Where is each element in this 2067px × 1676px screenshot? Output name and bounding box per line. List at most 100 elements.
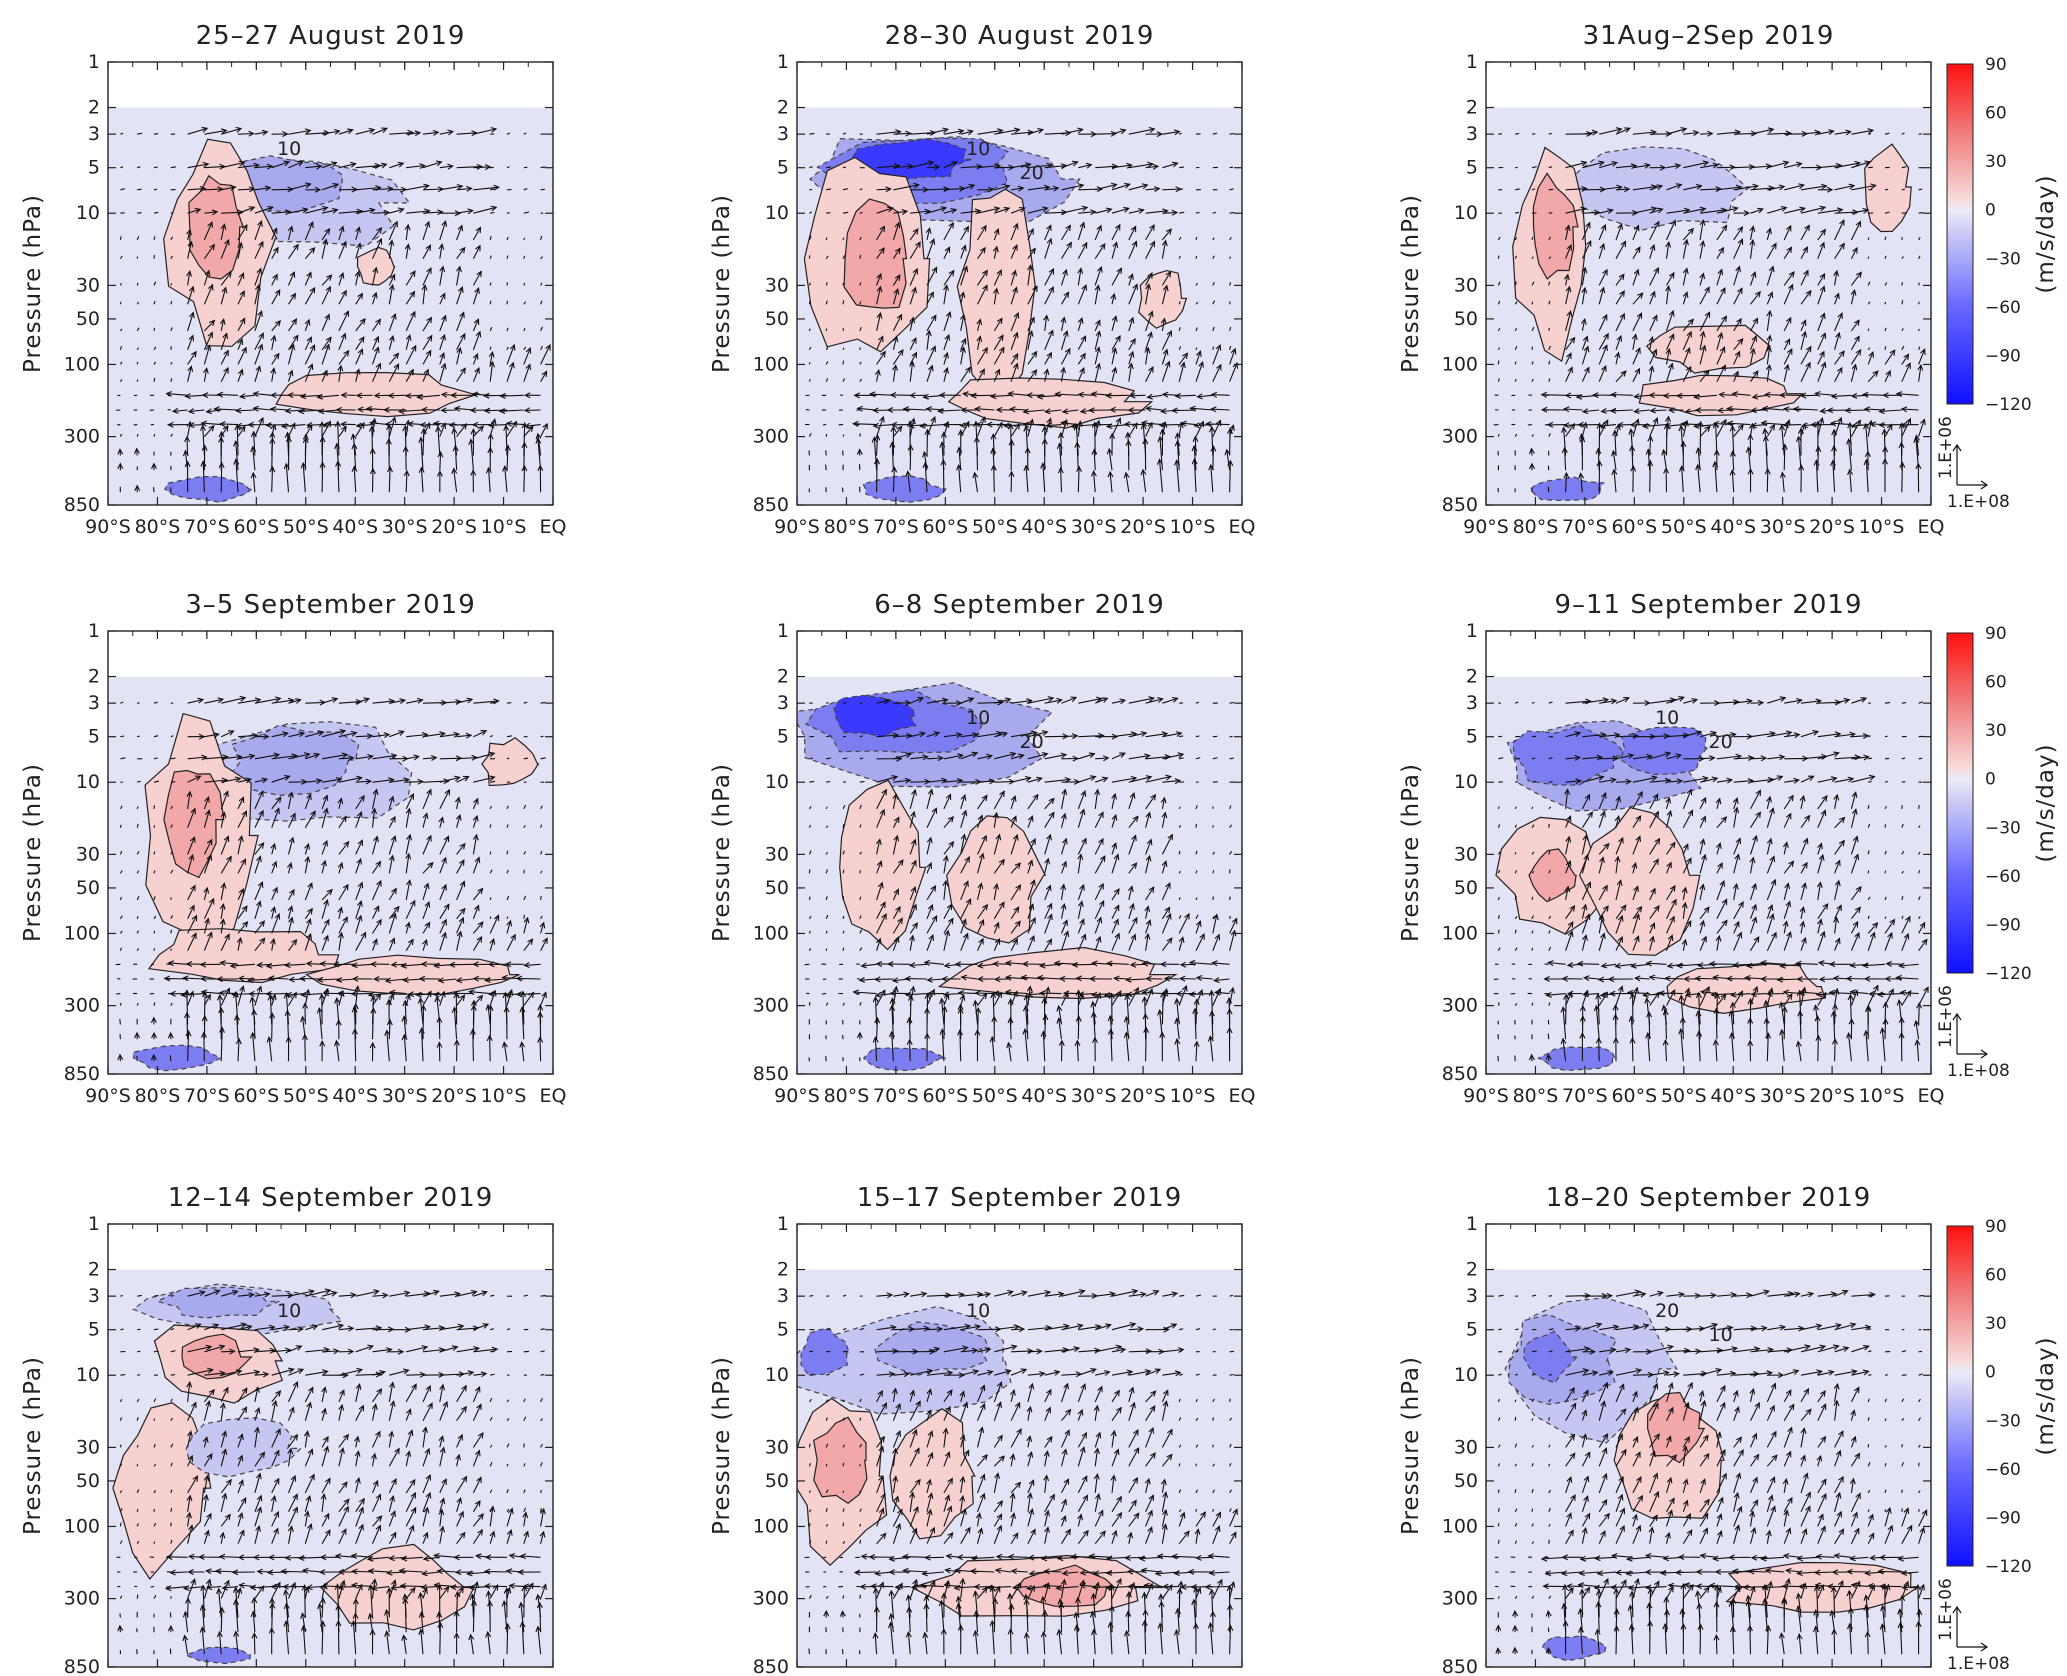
vector-arrowhead [537,1004,544,1011]
vector-arrowhead [307,882,313,889]
vector-arrow [825,930,828,934]
vector-arrow [1582,733,1606,738]
vector-arrow [1145,311,1153,332]
vector-arrowhead [1833,269,1840,277]
vector-arrowhead [1008,439,1015,446]
vector-arrow [1598,314,1608,332]
y-tick-label: 30 [1454,274,1478,296]
vector-arrowhead [1895,391,1903,397]
vector-arrow [1767,185,1785,191]
vector-arrow [1834,162,1860,169]
vector-arrow [1077,466,1080,493]
vector-arrow [1565,337,1576,351]
vector-arrowhead [350,433,357,440]
shading-region [862,1047,947,1072]
vector-arrow [978,963,995,967]
vector-arrow [943,352,948,365]
vector-arrowhead [238,393,246,400]
vector-arrowhead [1665,347,1672,355]
vector-arrow [237,318,246,332]
vector-arrow [1765,436,1768,471]
vector-arrowhead [410,344,417,352]
vector-arrowhead [872,995,879,1003]
vector-arrow [271,699,294,704]
vector-arrow [337,461,340,493]
vector-arrowhead [324,343,331,351]
vector-arrow [1850,349,1862,365]
vector-arrow [287,906,293,919]
vector-arrowhead [313,752,321,759]
vector-arrow [1178,985,1187,1006]
vector-arrow [187,366,192,382]
vector-arrow [456,266,461,286]
vector-arrow [220,988,230,1006]
vector-arrowhead [1105,207,1113,214]
vector-arrow [993,859,1005,874]
vector-arrowhead [343,310,349,317]
vector-arrowhead [270,334,277,342]
vector-arrowhead [1717,268,1724,276]
vector-arrow [1159,436,1163,471]
vector-arrowhead [297,408,305,415]
vector-arrowhead [452,990,460,997]
vector-arrowhead [257,881,264,888]
vector-arrow [287,917,293,934]
vector-arrowhead [501,1041,508,1048]
shading-region [833,694,917,738]
vector-arrowhead [1162,284,1169,292]
vector-arrowhead [1819,350,1825,358]
vector-arrowhead [1012,244,1018,251]
vector-arrowhead [988,778,996,785]
vector-arrowhead [1114,932,1120,940]
vector-arrow [282,424,306,427]
vector-arrowhead [1665,240,1672,248]
vector-arrow [119,915,123,920]
vector-arrow [926,779,947,783]
vector-arrow [1010,816,1017,828]
vector-arrow [472,245,481,259]
vector-arrowhead [1048,286,1054,293]
vector-arrow [271,289,281,305]
vector-arrowhead [1819,312,1826,320]
vector-arrowhead [376,918,382,926]
vector-arrowhead [1905,417,1912,425]
vector-arrowhead [269,431,276,438]
vector-arrow [1128,163,1153,169]
vector-arrow [825,300,828,305]
vector-arrowhead [1721,224,1728,232]
vector-arrow [521,1007,525,1040]
vector-arrowhead [1797,427,1804,435]
vector-arrow [137,132,143,135]
vector-arrowhead [1810,421,1817,428]
vector-arrowhead [291,938,298,946]
vector-arrow [1901,188,1906,191]
vector-arrow [406,781,423,783]
vector-arrowhead [942,127,950,134]
vector-arrowhead [341,752,349,759]
vector-field [1493,127,1926,493]
vector-arrowhead [151,1031,157,1039]
vector-arrow [1060,269,1067,286]
vector-arrow [1027,777,1042,783]
vector-arrow [1784,162,1802,169]
vector-arrowhead [1602,268,1608,276]
panel-title: 3–5 September 2019 [185,590,476,620]
vector-arrowhead [1123,1015,1130,1023]
vector-arrow [960,898,972,920]
vector-arrowhead [493,184,501,191]
vector-arrow [203,270,210,286]
vector-arrowhead [1048,329,1054,337]
vector-arrowhead [490,205,498,212]
vector-arrow [1716,287,1726,305]
vector-arrowhead [1041,425,1048,433]
vector-arrowhead [1147,310,1154,318]
vector-arrowhead [911,351,917,359]
vector-arrow [456,423,467,437]
vector-arrow [1010,938,1018,951]
vector-arrowhead [322,794,329,802]
vector-arrow [204,756,228,760]
vector-arrowhead [372,938,378,945]
vector-arrow [1548,701,1553,704]
vector-arrowhead [979,246,986,254]
